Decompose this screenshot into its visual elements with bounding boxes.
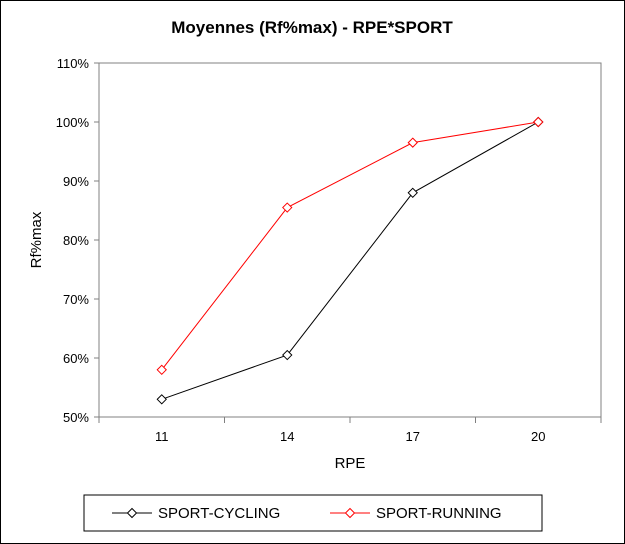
data-point	[407, 187, 418, 199]
legend: SPORT-CYCLING SPORT-RUNNING	[83, 494, 543, 532]
y-tick-label: 60%	[63, 351, 89, 366]
series-layer	[156, 116, 544, 405]
legend-item: SPORT-RUNNING	[330, 505, 502, 522]
legend-item: SPORT-CYCLING	[112, 505, 280, 522]
x-tick-label: 11	[155, 429, 169, 444]
y-axis: 50% 60% 70% 80% 90% 100% 110%	[56, 56, 99, 425]
legend-marker	[126, 507, 138, 519]
y-tick-label: 50%	[63, 410, 89, 425]
data-point	[156, 364, 167, 376]
legend-box	[83, 494, 543, 532]
data-point	[282, 349, 293, 361]
y-tick-label: 70%	[63, 292, 89, 307]
y-tick-label: 100%	[56, 115, 90, 130]
x-tick-label: 14	[280, 429, 294, 444]
data-point	[282, 202, 293, 213]
plot-area	[98, 62, 602, 418]
x-axis: 11 14 17 20	[98, 417, 602, 444]
y-tick-label: 110%	[57, 56, 90, 71]
legend-label: SPORT-CYCLING	[158, 505, 280, 522]
data-point	[533, 116, 544, 128]
data-point	[156, 394, 167, 405]
data-point	[407, 137, 418, 148]
y-axis-label: Rf%max	[28, 211, 45, 268]
x-tick-label: 17	[406, 429, 420, 444]
y-tick-label: 90%	[63, 174, 89, 189]
series-line	[161, 121, 539, 371]
x-tick-label: 20	[531, 429, 545, 444]
chart-title: Moyennes (Rf%max) - RPE*SPORT	[171, 18, 453, 37]
x-axis-label: RPE	[335, 455, 366, 472]
series-line	[161, 121, 539, 400]
legend-label: SPORT-RUNNING	[376, 505, 502, 522]
y-tick-label: 80%	[63, 233, 89, 248]
legend-marker	[344, 507, 356, 519]
series-sport-running	[156, 116, 544, 376]
